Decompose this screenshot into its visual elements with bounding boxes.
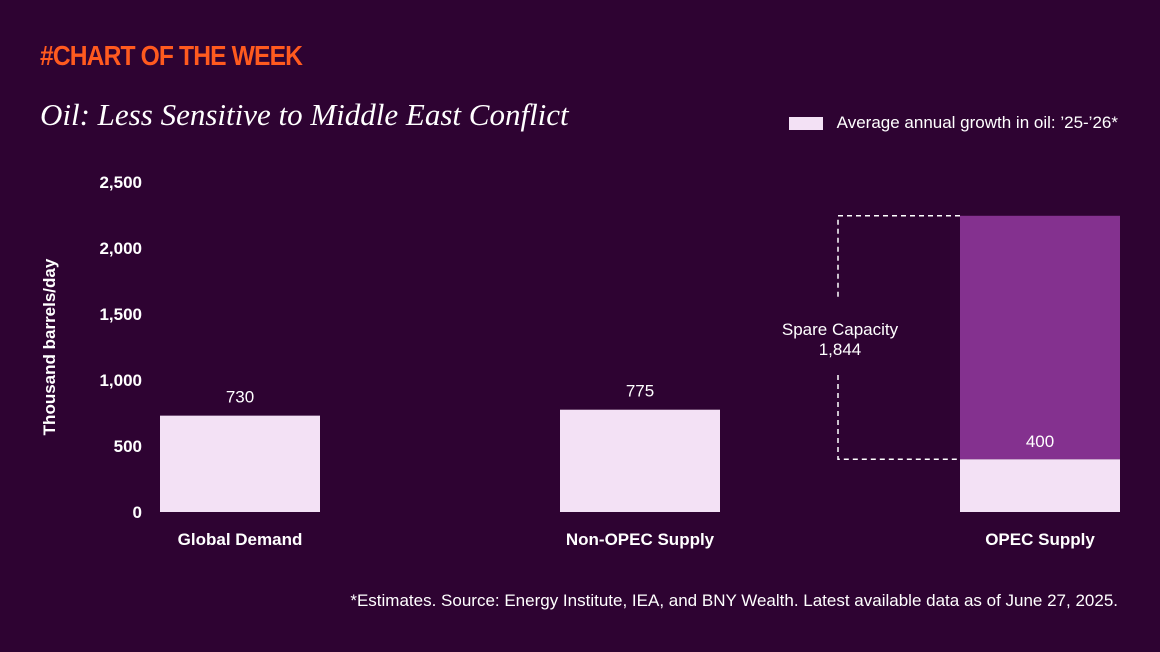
chart-kicker: #CHART OF THE WEEK xyxy=(40,40,303,71)
spare-capacity-label: Spare Capacity xyxy=(782,320,899,339)
y-axis-title: Thousand barrels/day xyxy=(40,258,59,435)
value-label: 400 xyxy=(1026,432,1054,451)
y-tick-label: 1,000 xyxy=(99,371,142,390)
value-label: 730 xyxy=(226,388,254,407)
legend-label: Average annual growth in oil: ’25-’26* xyxy=(836,113,1118,132)
category-label: Global Demand xyxy=(178,530,303,549)
bar-spare-capacity xyxy=(960,215,1120,460)
bar-opec-supply xyxy=(960,459,1120,512)
spare-capacity-value: 1,844 xyxy=(819,340,862,359)
bar-global-demand xyxy=(160,415,320,512)
chart-title: Oil: Less Sensitive to Middle East Confl… xyxy=(40,97,569,132)
category-label: OPEC Supply xyxy=(985,530,1095,549)
bracket-top-line xyxy=(837,215,960,300)
y-tick-label: 1,500 xyxy=(99,305,142,324)
y-tick-label: 2,500 xyxy=(99,173,142,192)
legend: Average annual growth in oil: ’25-’26* xyxy=(788,113,1118,133)
y-tick-label: 2,000 xyxy=(99,239,142,258)
y-tick-label: 0 xyxy=(133,503,142,522)
y-tick-label: 500 xyxy=(114,437,142,456)
category-label: Non-OPEC Supply xyxy=(566,530,715,549)
footnote: *Estimates. Source: Energy Institute, IE… xyxy=(350,591,1118,610)
bracket-bottom-line xyxy=(837,375,960,460)
bar-non-opec-supply xyxy=(560,409,720,512)
value-label: 775 xyxy=(626,382,654,401)
legend-swatch xyxy=(788,116,823,130)
